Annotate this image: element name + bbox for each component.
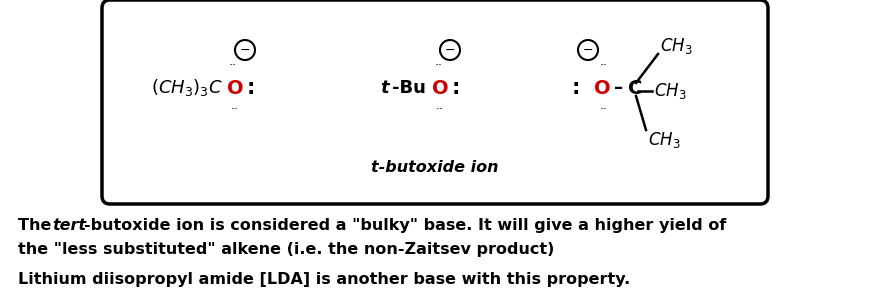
Text: O: O	[432, 78, 448, 98]
Text: ··: ··	[231, 103, 239, 116]
Text: O: O	[594, 78, 611, 98]
Text: ··: ··	[600, 103, 608, 116]
Text: :: :	[572, 78, 580, 98]
Text: −: −	[445, 43, 455, 57]
Text: t: t	[380, 79, 389, 97]
Text: ··: ··	[600, 60, 608, 72]
Text: $(CH_3)_3C$: $(CH_3)_3C$	[151, 78, 223, 98]
Text: −: −	[583, 43, 593, 57]
Text: t-butoxide ion: t-butoxide ion	[371, 160, 499, 174]
Text: ··: ··	[435, 60, 443, 72]
Text: The: The	[18, 218, 57, 233]
Text: tert: tert	[52, 218, 86, 233]
Text: O: O	[227, 78, 244, 98]
Text: :: :	[247, 78, 255, 98]
Text: Lithium diisopropyl amide [LDA] is another base with this property.: Lithium diisopropyl amide [LDA] is anoth…	[18, 272, 630, 287]
Text: –: –	[614, 79, 623, 97]
Text: the "less substituted" alkene (i.e. the non-Zaitsev product): the "less substituted" alkene (i.e. the …	[18, 242, 554, 257]
Text: $CH_3$: $CH_3$	[654, 81, 687, 101]
Text: ··: ··	[436, 103, 444, 116]
Text: −: −	[239, 43, 250, 57]
Text: :: :	[452, 78, 461, 98]
Text: $CH_3$: $CH_3$	[660, 36, 692, 56]
FancyBboxPatch shape	[102, 0, 768, 204]
Text: -butoxide ion is considered a "bulky" base. It will give a higher yield of: -butoxide ion is considered a "bulky" ba…	[84, 218, 726, 233]
Text: -Bu: -Bu	[392, 79, 426, 97]
Text: C: C	[628, 78, 642, 98]
Text: $CH_3$: $CH_3$	[648, 130, 681, 150]
Text: ··: ··	[229, 60, 237, 72]
